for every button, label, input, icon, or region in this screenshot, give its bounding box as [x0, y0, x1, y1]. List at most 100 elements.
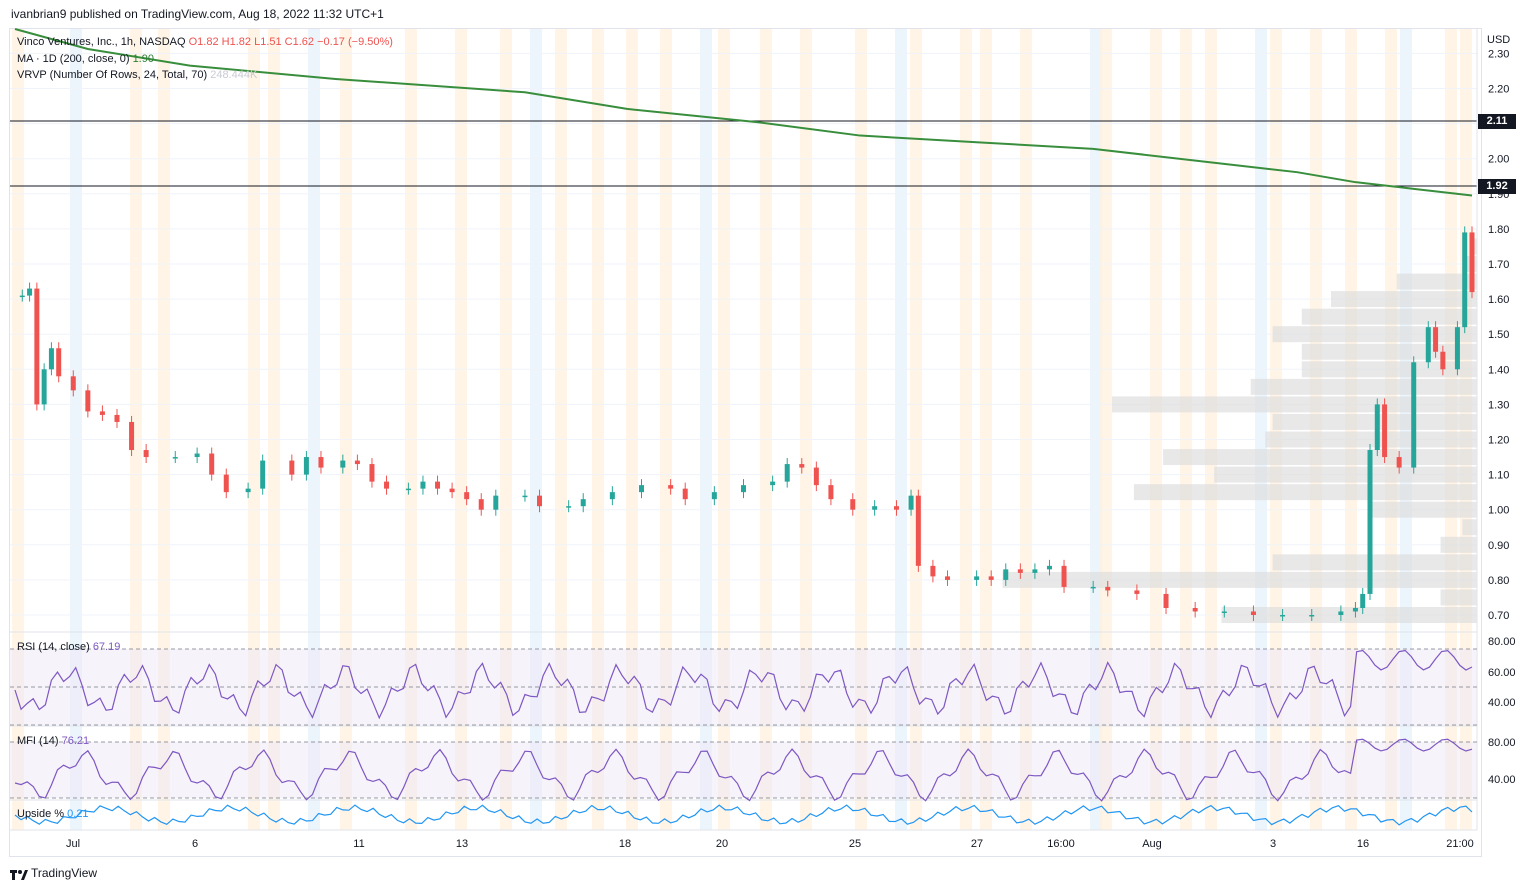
candle-body [209, 453, 215, 475]
candle-body [1061, 565, 1067, 587]
vrvp-row [1163, 449, 1477, 466]
vrvp-row [1221, 607, 1477, 623]
x-tick-label: 27 [971, 838, 983, 850]
published-header: ivanbrian9 published on TradingView.com,… [11, 7, 384, 21]
upside-legend[interactable]: Upside % 0.21 [17, 808, 89, 820]
price-tick-label: 2.00 [1488, 154, 1509, 166]
x-tick-label: 6 [192, 838, 198, 850]
candle-body [799, 464, 805, 468]
price-tick-label: 0.70 [1488, 610, 1509, 622]
candle-body [464, 492, 470, 500]
symbol-name[interactable]: Vinco Ventures, Inc., 1h, NASDAQ [17, 36, 186, 48]
candle-body [1433, 327, 1439, 352]
x-tick-label: 20 [716, 838, 728, 850]
price-tick-label: 2.20 [1488, 84, 1509, 96]
candle-body [813, 467, 819, 486]
level-tag-upper: 2.11 [1478, 114, 1516, 129]
candle-body [129, 421, 135, 451]
candle-body [245, 488, 251, 493]
candle-body [711, 492, 717, 500]
candle-body [566, 506, 572, 508]
candle-body [340, 460, 346, 468]
price-tick-label: 1.30 [1488, 399, 1509, 411]
candle-body [85, 390, 91, 412]
vrvp-row [1002, 571, 1477, 588]
vrvp-row [1462, 519, 1477, 536]
vrvp-row [1396, 273, 1477, 290]
close-value: C1.62 [284, 36, 315, 48]
candle-body [668, 485, 674, 489]
candle-body [260, 460, 266, 489]
candle-body [143, 450, 149, 458]
vrvp-row [1440, 536, 1477, 553]
price-tick-label: 0.80 [1488, 575, 1509, 587]
x-tick-label: 16 [1357, 838, 1369, 850]
candle-body [944, 576, 950, 580]
price-tick-label: 2.30 [1488, 48, 1509, 60]
price-tick-label: 1.00 [1488, 505, 1509, 517]
price-tick-label: 1.10 [1488, 470, 1509, 482]
x-tick-label: Jul [66, 838, 80, 850]
mfi-value: 76.21 [61, 735, 90, 747]
low-value: L1.51 [254, 36, 282, 48]
rsi-line [14, 649, 1473, 720]
candle-body [828, 485, 834, 500]
price-tick-label: 1.80 [1488, 224, 1509, 236]
mfi-label: MFI (14) [17, 735, 59, 747]
candle-body [172, 457, 178, 459]
vrvp-row [1265, 431, 1477, 448]
upside-line [14, 804, 1473, 826]
rsi-tick-label: 80.00 [1488, 636, 1516, 648]
price-tick-label: 1.40 [1488, 364, 1509, 376]
rsi-band [10, 649, 1477, 725]
tradingview-logo-text: TradingView [31, 866, 98, 880]
vrvp-value: 248.444K [210, 69, 258, 81]
candle-body [1134, 590, 1140, 594]
vrvp-row [1272, 326, 1477, 343]
candle-body [318, 457, 324, 468]
candle-body [114, 414, 120, 422]
rsi-legend[interactable]: RSI (14, close) 67.19 [17, 641, 120, 653]
candle-body [580, 499, 586, 507]
rsi-tick-label: 60.00 [1488, 667, 1516, 679]
candle-body [420, 481, 426, 489]
ma-legend[interactable]: MA · 1D (200, close, 0) 1.90 [17, 53, 154, 65]
open-value: O1.82 [188, 36, 219, 48]
candle-body [770, 481, 776, 486]
candle-body [537, 495, 543, 507]
x-tick-label: 3 [1270, 838, 1276, 850]
vrvp-row [1250, 378, 1477, 395]
candle-body [1367, 450, 1373, 594]
candle-body [930, 565, 936, 577]
price-tick-label: 1.60 [1488, 294, 1509, 306]
tradingview-logo[interactable]: TradingView [10, 866, 97, 880]
upside-value: 0.21 [67, 808, 89, 820]
candle-body [384, 481, 390, 489]
vrvp-row [1301, 343, 1477, 360]
candle-body [48, 348, 54, 370]
candle-body [908, 495, 914, 510]
vrvp-legend[interactable]: VRVP (Number Of Rows, 24, Total, 70) 248… [17, 69, 257, 81]
candle-body [1221, 611, 1227, 613]
x-tick-label: 11 [353, 838, 364, 850]
rsi-tick-label: 40.00 [1488, 697, 1516, 709]
vrvp-row [1331, 291, 1477, 308]
x-tick-label: 18 [619, 838, 631, 850]
ma-label: MA · 1D (200, close, 0) [17, 53, 130, 65]
candle-body [1352, 607, 1358, 612]
x-tick-label: 16:00 [1047, 838, 1075, 850]
candle-body [449, 488, 455, 493]
mfi-legend[interactable]: MFI (14) 76.21 [17, 735, 89, 747]
candle-body [354, 460, 360, 465]
high-value: H1.82 [221, 36, 252, 48]
ma-200-line [14, 28, 1473, 197]
mfi-tick-label: 80.00 [1488, 737, 1516, 749]
candle-body [639, 485, 645, 493]
candle-body [19, 295, 25, 298]
candle-body [988, 576, 994, 580]
candle-body [1032, 569, 1038, 573]
candle-body [1360, 593, 1366, 608]
vrvp-row [1301, 361, 1477, 378]
x-tick-label: 21:00 [1446, 838, 1474, 850]
